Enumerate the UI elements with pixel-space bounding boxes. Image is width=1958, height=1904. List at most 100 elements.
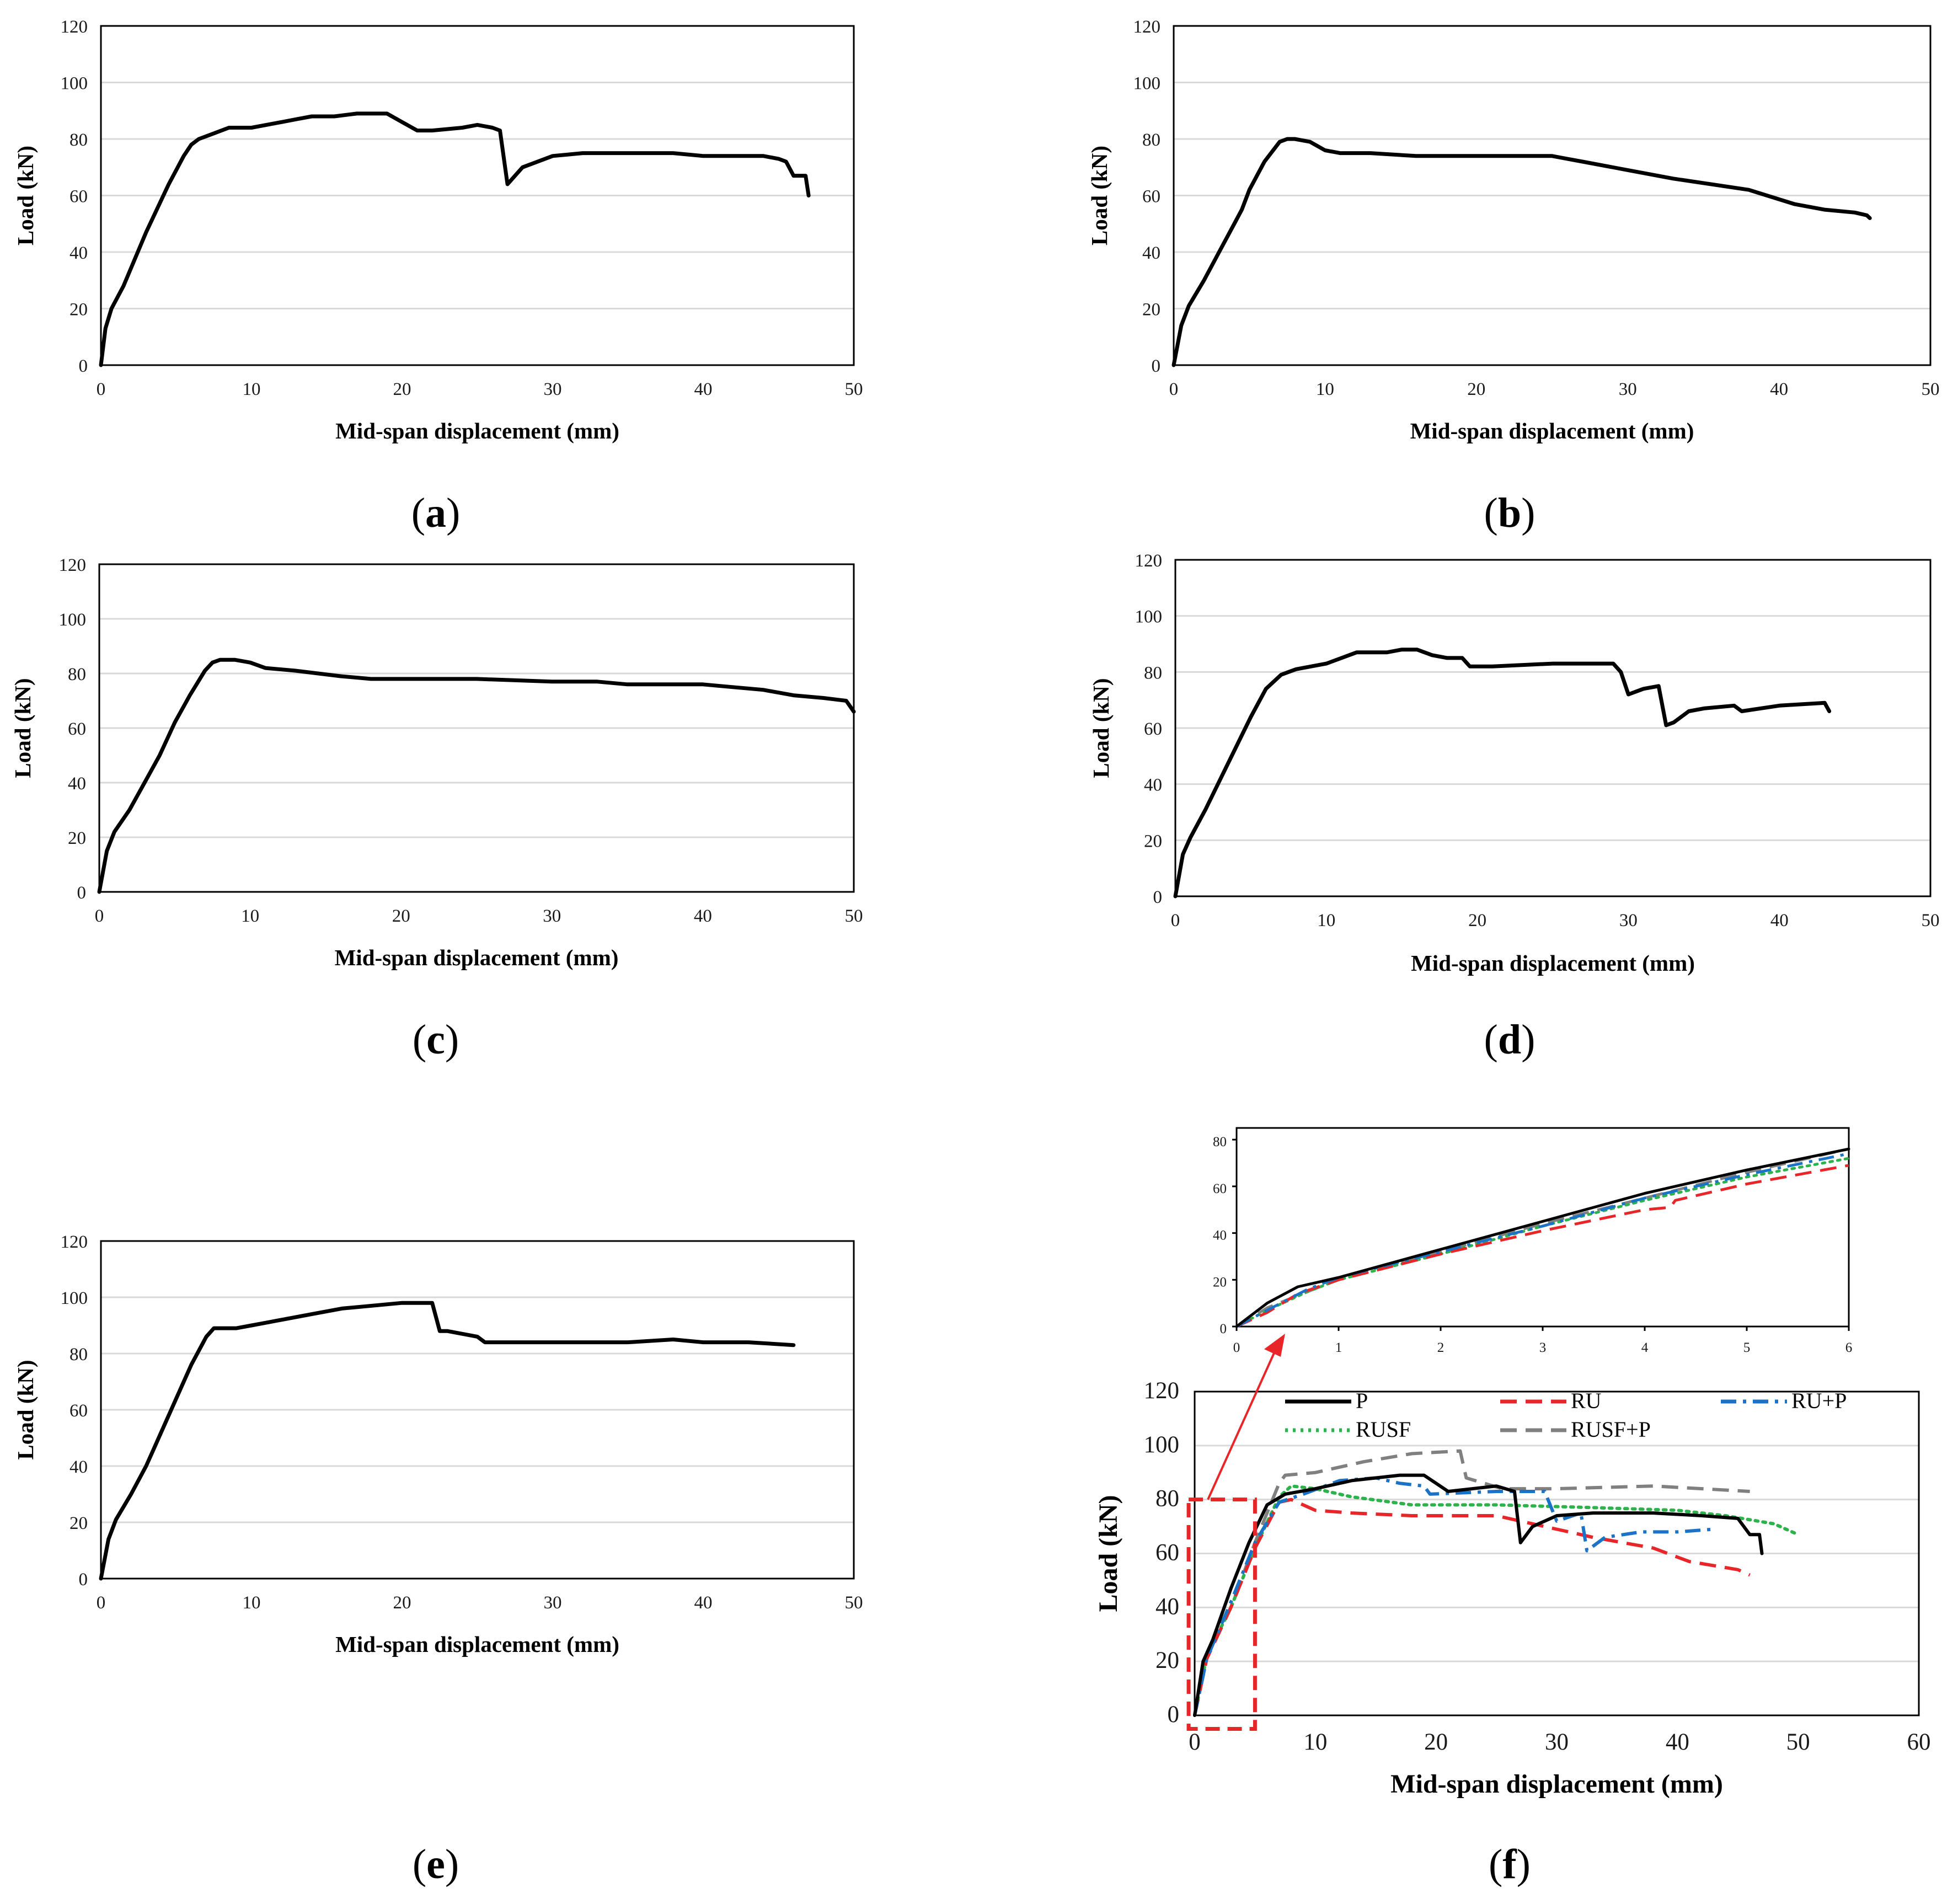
- y-tick-label: 80: [68, 665, 86, 684]
- panel-label: (f): [1489, 1841, 1531, 1887]
- y-tick-label: 20: [1155, 1648, 1179, 1673]
- y-tick-label: 0: [1220, 1322, 1227, 1336]
- x-axis-title: Mid-span displacement (mm): [1410, 418, 1694, 443]
- x-tick-label: 50: [1922, 911, 1940, 930]
- chart-e: 0 10 20 30 40 50 0 20 40 60 80 100 120 Mid-span displ…: [13, 1232, 863, 1887]
- x-tick-label: 0: [1169, 379, 1179, 399]
- series-line-rusf: [1235, 1157, 1850, 1328]
- x-tick-label: 1: [1335, 1340, 1342, 1355]
- y-tick-label: 80: [1144, 663, 1162, 683]
- x-tick-label: 50: [845, 906, 863, 926]
- chart-c: 0 10 20 30 40 50 0 20 40 60 80 100 120 Mid-span displ…: [10, 555, 863, 1063]
- series-line-p: [99, 111, 811, 367]
- plot-frame: [100, 25, 855, 366]
- y-tick-label: 120: [59, 555, 87, 575]
- x-tick-label: 10: [1317, 911, 1335, 930]
- x-tick-label: 0: [95, 906, 104, 926]
- y-tick-label: 120: [61, 17, 88, 37]
- zoom-arrow-line: [1207, 1346, 1278, 1500]
- y-tick-label: 40: [1142, 243, 1160, 263]
- chart-a: 0 10 20 30 40 50 0 20 40 60 80 100 120 Mid-span displ…: [13, 17, 863, 536]
- y-tick-label: 80: [1155, 1486, 1179, 1512]
- plot-frame: [1194, 1390, 1920, 1716]
- plot-frame: [1173, 25, 1932, 366]
- x-tick-label: 10: [1303, 1729, 1327, 1755]
- x-tick-label: 30: [543, 906, 561, 926]
- series-line-ru-plusp: [1193, 1476, 1714, 1716]
- x-tick-label: 10: [241, 906, 259, 926]
- y-tick-label: 40: [69, 243, 88, 263]
- zoom-arrow-head: [1264, 1334, 1285, 1357]
- y-tick-label: 120: [1133, 17, 1161, 37]
- x-axis-title: Mid-span displacement (mm): [1411, 950, 1695, 976]
- zoom-box: [1186, 1497, 1257, 1731]
- y-tick-label: 120: [61, 1232, 88, 1252]
- y-tick-label: 100: [1133, 74, 1161, 94]
- y-tick-label: 100: [1144, 1432, 1180, 1458]
- y-tick-label: 40: [1144, 775, 1162, 795]
- y-axis-title: Load (kN): [13, 146, 38, 245]
- y-axis-title: Load (kN): [1087, 146, 1112, 245]
- y-tick-label: 60: [1142, 187, 1160, 207]
- x-tick-label: 20: [1424, 1729, 1448, 1755]
- x-tick-label: 20: [1468, 911, 1486, 930]
- panel-label: (e): [413, 1841, 459, 1887]
- series-line-p: [1235, 1147, 1850, 1328]
- y-tick-label: 20: [69, 300, 88, 320]
- x-tick-label: 0: [1233, 1340, 1240, 1355]
- x-tick-label: 0: [1171, 911, 1180, 930]
- series-line-rusf: [1193, 1484, 1800, 1717]
- x-tick-label: 5: [1743, 1340, 1751, 1355]
- x-tick-label: 4: [1641, 1340, 1649, 1355]
- y-tick-label: 60: [1144, 719, 1162, 739]
- y-tick-label: 60: [69, 1401, 88, 1421]
- y-tick-label: 40: [68, 774, 86, 794]
- y-tick-label: 20: [69, 1513, 88, 1533]
- x-axis-title: Mid-span displacement (mm): [335, 945, 619, 970]
- y-tick-label: 80: [1142, 130, 1160, 150]
- y-tick-label: 20: [1142, 300, 1160, 320]
- y-tick-label: 40: [1213, 1228, 1227, 1243]
- y-tick-label: 0: [1153, 887, 1163, 907]
- plot-frame: [1174, 559, 1932, 897]
- x-tick-label: 3: [1539, 1340, 1547, 1355]
- x-tick-label: 20: [392, 906, 410, 926]
- y-tick-label: 100: [61, 1288, 88, 1308]
- series-line-ru-plusp: [1235, 1152, 1849, 1328]
- y-axis-title: Load (kN): [1094, 1495, 1123, 1612]
- y-tick-label: 100: [59, 610, 87, 630]
- y-tick-label: 100: [61, 74, 88, 94]
- y-tick-label: 80: [1213, 1135, 1227, 1149]
- panel-label: (c): [413, 1017, 459, 1063]
- series-line-rusf: [97, 657, 856, 894]
- y-tick-label: 40: [69, 1457, 88, 1477]
- x-tick-label: 40: [1770, 911, 1789, 930]
- legend-label: RUSF: [1356, 1417, 1411, 1442]
- y-tick-label: 60: [1213, 1181, 1227, 1196]
- x-axis-title: Mid-span displacement (mm): [1390, 1769, 1723, 1799]
- y-tick-label: 60: [1155, 1540, 1179, 1566]
- y-tick-label: 120: [1144, 1378, 1180, 1404]
- chart-d: 0 10 20 30 40 50 0 20 40 60 80 100 120 Mid-span displ…: [1088, 551, 1940, 1063]
- x-axis-title: Mid-span displacement (mm): [335, 418, 619, 443]
- y-tick-label: 20: [1144, 831, 1162, 851]
- x-tick-label: 30: [544, 1593, 562, 1613]
- x-tick-label: 10: [243, 1593, 261, 1613]
- x-tick-label: 30: [1619, 911, 1638, 930]
- y-tick-label: 60: [68, 719, 86, 739]
- y-tick-label: 120: [1135, 551, 1163, 571]
- panel-label: (b): [1484, 490, 1536, 536]
- series-line-ru: [1193, 1497, 1751, 1716]
- x-tick-label: 20: [1467, 379, 1485, 399]
- panel-label: (a): [411, 490, 461, 536]
- x-tick-label: 50: [1922, 379, 1940, 399]
- x-tick-label: 20: [393, 1593, 411, 1613]
- x-tick-label: 30: [1545, 1729, 1569, 1755]
- series-line-p: [1193, 1473, 1764, 1717]
- legend-label: RU+P: [1791, 1388, 1847, 1413]
- y-tick-label: 0: [77, 883, 87, 903]
- series-line-ru: [1171, 137, 1872, 367]
- x-tick-label: 40: [1770, 379, 1788, 399]
